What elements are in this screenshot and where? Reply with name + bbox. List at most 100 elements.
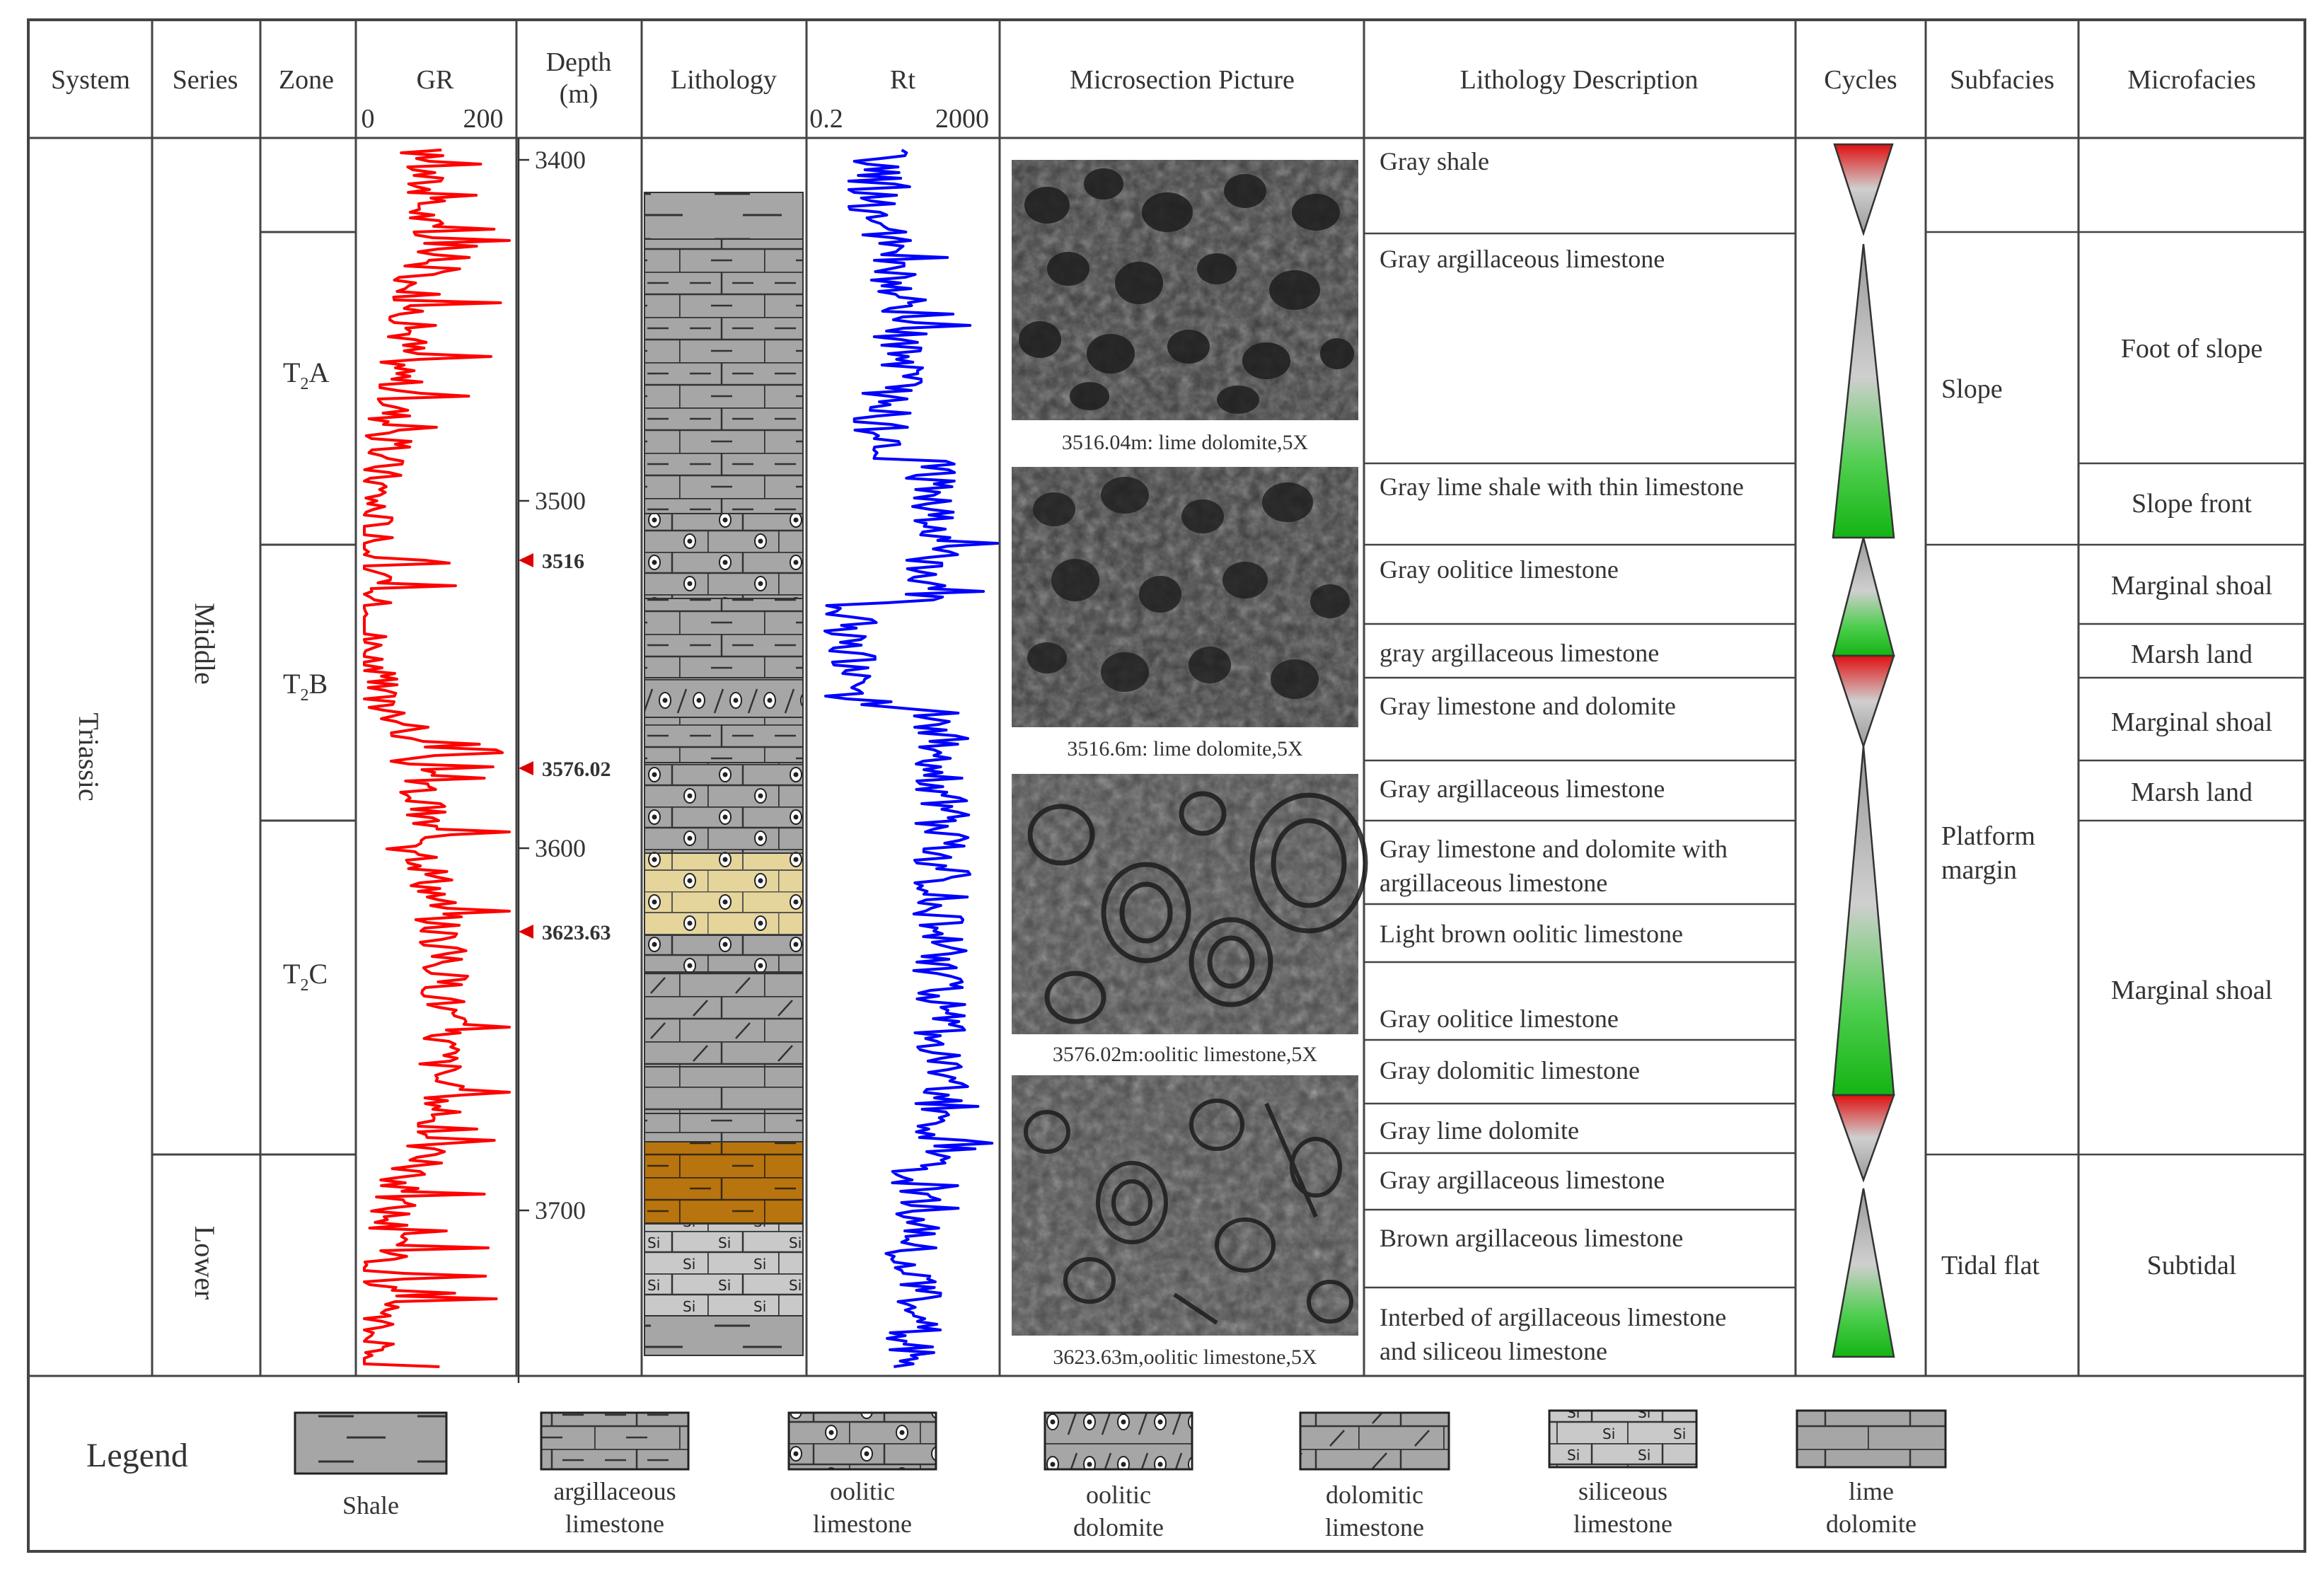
lith-oolitic-limestone-3 bbox=[644, 934, 804, 973]
zone-column: T2A T2B T2C bbox=[283, 357, 329, 995]
depth-label-3600: 3600 bbox=[535, 834, 586, 862]
depth-label-3500: 3500 bbox=[535, 487, 586, 515]
sample-marker-icon bbox=[519, 925, 533, 939]
header-cycles: Cycles bbox=[1824, 65, 1897, 95]
gr-log-column bbox=[363, 149, 511, 1368]
desc-8: Gray limestone and dolomite with argillac… bbox=[1380, 835, 1728, 897]
legend-label-argillaceous-limestone: argillaceous limestone bbox=[553, 1477, 676, 1538]
desc-1: Gray shale bbox=[1380, 147, 1489, 175]
header-gr-max: 200 bbox=[463, 104, 504, 134]
depth-label-3400: 3400 bbox=[535, 146, 586, 174]
cycle-triangle-4 bbox=[1832, 654, 1895, 749]
header-zone: Zone bbox=[279, 65, 334, 95]
desc-13: Gray argillaceous limestone bbox=[1380, 1166, 1665, 1194]
lith-argillaceous-limestone-2 bbox=[644, 598, 804, 678]
desc-6: Gray limestone and dolomite bbox=[1380, 692, 1676, 720]
subfacies-tidal-flat: Tidal flat bbox=[1941, 1251, 2040, 1280]
desc-5: gray argillaceous limestone bbox=[1380, 639, 1659, 667]
lith-oolitic-dolomite bbox=[644, 677, 804, 718]
sample-marker-3516: 3516 bbox=[542, 550, 584, 573]
header-series: Series bbox=[173, 65, 238, 95]
outer-frame bbox=[27, 18, 2306, 1553]
legend: Legend Shale argillaceous limestone oolit… bbox=[86, 1409, 1947, 1541]
legend-label-shale: Shale bbox=[342, 1491, 399, 1520]
header-system: System bbox=[51, 65, 130, 95]
header-rt-max: 2000 bbox=[935, 104, 989, 134]
microfacies-1: Foot of slope bbox=[2121, 334, 2263, 364]
sample-marker-3623-63: 3623.63 bbox=[542, 921, 611, 944]
lith-lime-dolomite bbox=[644, 1066, 804, 1114]
legend-label-lime-dolomite: lime dolomite bbox=[1826, 1477, 1917, 1538]
cycle-triangle-3 bbox=[1832, 537, 1895, 657]
header-subfacies: Subfacies bbox=[1950, 65, 2054, 95]
cycle-triangle-5 bbox=[1832, 746, 1895, 1096]
legend-swatch-shale bbox=[294, 1411, 448, 1475]
lithology-column bbox=[644, 192, 804, 1356]
header-microfacies: Microfacies bbox=[2127, 65, 2255, 95]
header-gr: GR bbox=[417, 65, 454, 95]
desc-3: Gray lime shale with thin limestone bbox=[1380, 473, 1744, 501]
description-column: Gray shale Gray argillaceous limestone G… bbox=[1380, 147, 1744, 1365]
lith-oolitic-limestone-2 bbox=[644, 762, 804, 854]
system-column: Triassic bbox=[73, 712, 105, 801]
micrograph-caption-4: 3623.63m,oolitic limestone,5X bbox=[1053, 1346, 1317, 1369]
desc-12: Gray lime dolomite bbox=[1380, 1116, 1579, 1145]
lith-dolomitic-limestone bbox=[644, 971, 804, 1067]
legend-swatch-oolitic-limestone bbox=[787, 1411, 937, 1471]
lith-siliceous-limestone bbox=[644, 1223, 804, 1317]
lith-argillaceous-limestone-4 bbox=[644, 1113, 804, 1142]
header-rt-min: 0.2 bbox=[809, 104, 843, 134]
micrograph-caption-3: 3576.02m:oolitic limestone,5X bbox=[1053, 1043, 1317, 1066]
legend-label-siliceous-limestone: siliceous limestone bbox=[1573, 1477, 1672, 1538]
legend-swatch-siliceous-limestone bbox=[1548, 1409, 1698, 1469]
microfacies-8: Subtidal bbox=[2147, 1251, 2237, 1280]
series-column: Middle Lower bbox=[189, 603, 221, 1300]
header-lithology: Lithology bbox=[671, 65, 777, 95]
microfacies-6: Marsh land bbox=[2131, 777, 2253, 807]
sample-marker-3576-02: 3576.02 bbox=[542, 758, 611, 781]
header-rt: Rt bbox=[890, 65, 915, 95]
depth-column: 3400 3500 3600 3700 3516 3576.02 3623.63 bbox=[517, 138, 611, 1383]
desc-2: Gray argillaceous limestone bbox=[1380, 245, 1665, 273]
legend-swatch-oolitic-dolomite bbox=[1044, 1411, 1193, 1471]
subfacies-platform-margin: Platform margin bbox=[1941, 821, 2035, 885]
table-grid bbox=[27, 18, 2306, 1553]
header-microsection: Microsection Picture bbox=[1070, 65, 1295, 95]
header-row: System Series Zone GR 0 200 Depth (m) Li… bbox=[51, 47, 2256, 134]
sample-marker-icon bbox=[519, 761, 533, 775]
microfacies-column: Foot of slope Slope front Marginal shoal… bbox=[2111, 334, 2272, 1280]
lith-shale-top bbox=[644, 192, 804, 240]
legend-swatch-lime-dolomite bbox=[1796, 1409, 1947, 1469]
gr-curve bbox=[363, 149, 511, 1368]
lith-oolitic-limestone-light-brown bbox=[644, 852, 804, 936]
microfacies-5: Marginal shoal bbox=[2111, 707, 2272, 737]
lith-shale-bottom bbox=[644, 1315, 804, 1356]
cycle-triangle-6 bbox=[1832, 1094, 1895, 1183]
cycle-triangle-1 bbox=[1833, 143, 1894, 237]
micrograph-caption-2: 3516.6m: lime dolomite,5X bbox=[1067, 737, 1303, 760]
subfacies-column: Slope Platform margin Tidal flat bbox=[1941, 374, 2040, 1280]
legend-swatch-argillaceous-limestone bbox=[540, 1411, 690, 1471]
series-label-middle: Middle bbox=[189, 603, 221, 685]
microfacies-2: Slope front bbox=[2132, 489, 2252, 519]
legend-swatch-dolomitic-limestone bbox=[1299, 1411, 1450, 1471]
cycle-triangle-2 bbox=[1832, 243, 1895, 539]
subfacies-slope: Slope bbox=[1941, 374, 2003, 404]
microsection-column: 3516.04m: lime dolomite,5X 3516.6m: lime… bbox=[1012, 160, 1368, 1369]
legend-title: Legend bbox=[86, 1437, 188, 1474]
header-lithology-description: Lithology Description bbox=[1460, 65, 1699, 95]
depth-label-3700: 3700 bbox=[535, 1196, 586, 1225]
zone-label-t2a: T2A bbox=[283, 357, 329, 393]
system-label: Triassic bbox=[73, 712, 105, 801]
lith-oolitic-limestone bbox=[644, 513, 804, 599]
header-depth-unit: (m) bbox=[560, 79, 599, 109]
micrograph-4 bbox=[1012, 1075, 1358, 1336]
desc-15: Interbed of argillaceous limestone and si… bbox=[1380, 1303, 1726, 1365]
micrograph-2 bbox=[1012, 467, 1358, 727]
header-depth: Depth bbox=[546, 47, 612, 77]
legend-label-oolitic-limestone: oolitic limestone bbox=[813, 1477, 912, 1538]
zone-label-t2b: T2B bbox=[283, 668, 328, 705]
rt-curve bbox=[823, 149, 999, 1368]
